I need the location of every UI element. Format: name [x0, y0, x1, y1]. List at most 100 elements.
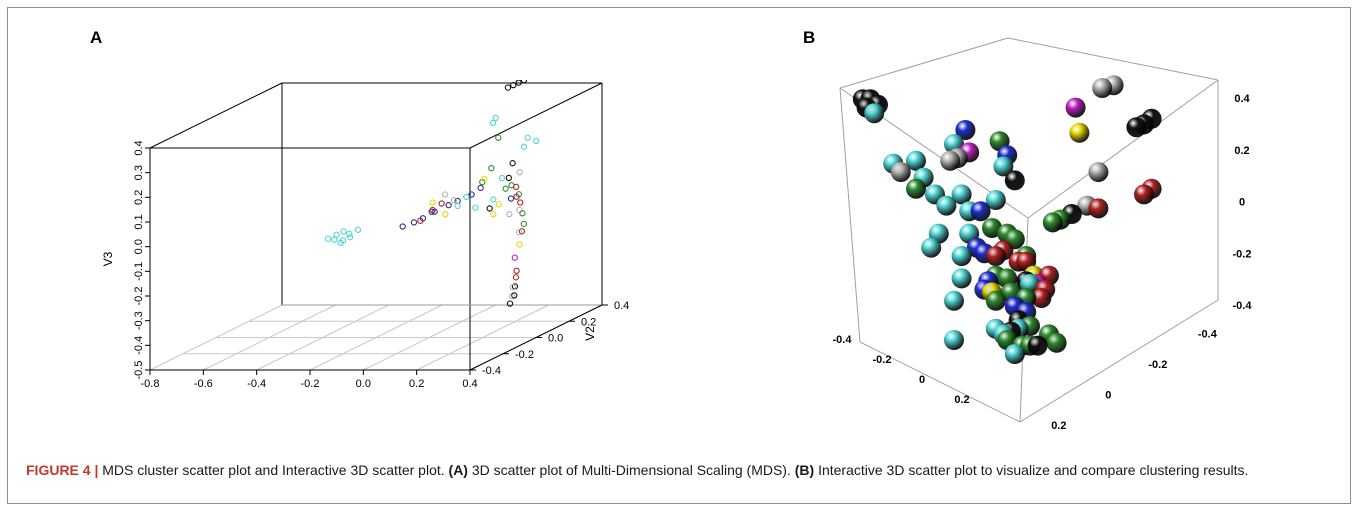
data-sphere	[936, 195, 957, 216]
z-tick-label: -0.3	[133, 311, 145, 330]
x-tick-label: 0.2	[954, 394, 969, 406]
data-point	[504, 84, 512, 91]
x-tick-label: 0.4	[462, 378, 477, 390]
z-tick-label: -0.5	[133, 361, 145, 380]
data-point	[488, 164, 495, 172]
data-sphere	[970, 201, 991, 222]
data-sphere	[1004, 344, 1025, 364]
data-sphere	[985, 190, 1006, 210]
data-sphere	[1031, 288, 1052, 308]
data-point	[324, 235, 332, 242]
z-tick-label: -0.2	[1233, 248, 1252, 260]
cube-edge	[839, 87, 861, 343]
data-point	[518, 228, 526, 235]
caption-title: MDS cluster scatter plot and Interactive…	[98, 462, 449, 478]
caption-ref-a: (A)	[448, 462, 468, 478]
data-point	[495, 134, 502, 141]
data-point	[472, 204, 479, 211]
data-point	[490, 211, 497, 218]
y-tick-label: 0	[1105, 389, 1111, 401]
data-sphere	[1042, 212, 1063, 233]
x-tick-label: 0.2	[409, 378, 424, 390]
x-tick-label: -0.6	[194, 378, 213, 390]
y-tick-label: -0.4	[482, 365, 501, 377]
data-sphere	[1027, 335, 1048, 356]
data-point	[512, 274, 520, 281]
data-sphere	[1004, 170, 1025, 191]
z-tick-label: -0.4	[1233, 300, 1253, 312]
data-point	[429, 206, 436, 214]
data-point	[490, 196, 497, 203]
data-point	[354, 226, 362, 233]
z-tick-label: -0.1	[133, 262, 145, 281]
z-tick-label: 0.2	[133, 190, 145, 205]
data-point	[509, 284, 517, 291]
z-tick-label: 0.4	[1234, 93, 1250, 105]
caption-figure-label: FIGURE 4 |	[26, 462, 99, 478]
data-point	[417, 217, 424, 224]
z-tick-label: 0.3	[133, 165, 145, 180]
z-tick-label: -0.4	[133, 336, 145, 355]
x-tick-label: 0	[919, 374, 925, 386]
caption-text-a: 3D scatter plot of Multi-Dimensional Sca…	[467, 462, 795, 478]
data-sphere	[1092, 78, 1113, 98]
data-sphere	[951, 246, 972, 266]
data-point	[481, 175, 488, 182]
data-sphere	[890, 162, 911, 182]
data-point	[495, 201, 502, 208]
data-point	[492, 114, 499, 122]
data-sphere	[906, 178, 926, 199]
data-sphere	[985, 290, 1006, 311]
data-point	[429, 199, 436, 206]
data-point	[524, 134, 531, 141]
data-point	[445, 201, 452, 209]
data-point	[519, 210, 526, 217]
data-sphere	[951, 184, 972, 205]
data-point	[533, 137, 540, 145]
caption-ref-b: (B)	[794, 462, 815, 478]
y-tick-label: -0.2	[515, 349, 534, 361]
data-point	[498, 174, 506, 182]
data-sphere	[906, 150, 926, 171]
data-point	[515, 229, 523, 236]
data-point	[346, 230, 353, 238]
data-point	[520, 220, 527, 228]
data-point	[463, 193, 470, 201]
data-point	[346, 234, 354, 241]
y-tick-label: -0.2	[1148, 359, 1167, 371]
y-tick-label: 0.0	[548, 333, 563, 345]
y-tick-label: 0.2	[581, 316, 596, 328]
data-point	[502, 185, 509, 192]
data-point	[489, 119, 497, 127]
data-sphere	[1126, 117, 1147, 138]
data-sphere	[944, 330, 964, 350]
data-point	[486, 205, 493, 212]
data-point	[511, 292, 518, 299]
data-point	[510, 81, 517, 89]
box-edge	[469, 82, 603, 149]
z-axis-label: V3	[101, 251, 115, 266]
data-sphere	[951, 268, 972, 289]
data-point	[450, 197, 458, 204]
figure-frame	[7, 7, 1351, 504]
data-point	[516, 206, 523, 214]
caption-text-b: Interactive 3D scatter plot to visualize…	[814, 462, 1249, 478]
data-point	[507, 195, 515, 202]
x-tick-label: -0.2	[301, 378, 320, 390]
data-point	[333, 231, 340, 238]
data-point	[509, 160, 516, 167]
data-point	[410, 219, 418, 226]
data-sphere	[1088, 162, 1109, 182]
data-point	[438, 200, 445, 207]
data-sphere	[864, 103, 885, 124]
data-point	[506, 300, 514, 307]
data-point	[513, 183, 520, 191]
y-tick-label: 0.2	[1051, 420, 1066, 430]
data-point	[515, 80, 522, 86]
x-tick-label: -0.4	[247, 378, 266, 390]
cube-edge	[839, 37, 1009, 89]
data-sphere	[940, 150, 961, 171]
data-point	[517, 199, 524, 206]
data-point	[506, 211, 513, 218]
panel-a-chart: -0.8 -0.6 -0.4 -0.2 0.0 0.2 0.4 -0.5 -0.4 -0.3 -0.…	[101, 80, 629, 390]
